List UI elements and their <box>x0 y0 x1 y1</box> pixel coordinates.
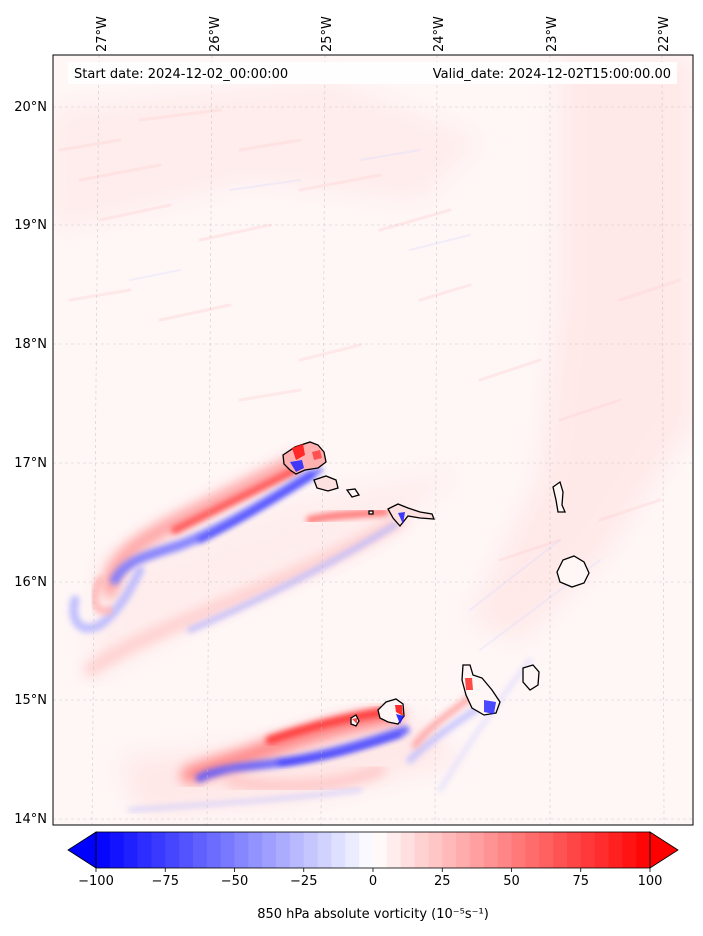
colorbar-segment <box>553 832 568 868</box>
colorbar-segment <box>511 832 526 868</box>
colorbar-segment <box>234 832 249 868</box>
colorbar-segment <box>345 832 360 868</box>
colorbar-segment <box>359 832 374 868</box>
colorbar-tick-label: −25 <box>290 874 317 889</box>
colorbar-segment <box>206 832 222 868</box>
colorbar-segment <box>456 832 471 868</box>
colorbar-tick-label: −100 <box>78 874 114 889</box>
island-santa-luzia <box>345 488 361 498</box>
colorbar-tick-label: 25 <box>434 874 451 889</box>
colorbar-tick-label: 75 <box>572 874 589 889</box>
lon-label-27w: 27°W <box>95 16 110 52</box>
colorbar-segment <box>483 832 499 868</box>
colorbar-tick-label: 50 <box>503 874 520 889</box>
lat-label-14n: 14°N <box>14 812 47 827</box>
lon-label-26w: 26°W <box>208 16 223 52</box>
colorbar-segment <box>317 832 332 868</box>
colorbar-segment <box>622 832 637 868</box>
lat-label-19n: 19°N <box>14 218 47 233</box>
colorbar-tick-label: 100 <box>638 874 663 889</box>
colorbar-segment <box>276 832 291 868</box>
colorbar-segment <box>165 832 180 868</box>
colorbar-segment <box>192 832 208 868</box>
colorbar-segment <box>400 832 415 868</box>
colorbar-segment <box>414 832 429 868</box>
island-sal <box>552 480 566 513</box>
colorbar-segment <box>594 832 609 868</box>
island-raso <box>368 510 374 515</box>
lat-label-15n: 15°N <box>14 693 47 708</box>
colorbar-segment <box>220 832 235 868</box>
colorbar-tick-label: −50 <box>221 874 248 889</box>
island-boa-vista <box>556 555 590 588</box>
colorbar-segment <box>331 832 346 868</box>
colorbar-segment <box>373 832 388 868</box>
coastlines <box>282 441 590 727</box>
island-sao-nicolau <box>387 503 435 528</box>
colorbar-segment <box>262 832 277 868</box>
map-panel: Start date: 2024-12-02_00:00:00 Valid_da… <box>53 55 693 825</box>
colorbar-segment <box>137 832 152 868</box>
colorbar-tick-label: 0 <box>369 874 377 889</box>
colorbar-segment <box>497 832 512 868</box>
lon-label-24w: 24°W <box>432 16 447 52</box>
colorbar: −100 −75 −50 −25 0 25 50 75 100 850 hPa absolute… <box>67 831 679 922</box>
lat-label-16n: 16°N <box>14 575 47 590</box>
lon-label-22w: 22°W <box>657 16 672 52</box>
colorbar-segment <box>289 832 305 868</box>
background-streaks <box>58 108 682 562</box>
colorbar-segment <box>608 832 623 868</box>
colorbar-segment <box>386 832 402 868</box>
colorbar-max-extend <box>649 831 679 869</box>
colorbar-segment <box>580 832 595 868</box>
lat-label-20n: 20°N <box>14 100 47 115</box>
lon-label-25w: 25°W <box>320 16 335 52</box>
lon-label-23w: 23°W <box>545 16 560 52</box>
colorbar-segment <box>428 832 443 868</box>
colorbar-segment <box>442 832 457 868</box>
colorbar-ticks: −100 −75 −50 −25 0 25 50 75 100 <box>78 868 662 889</box>
middle-wake <box>84 508 406 676</box>
latitude-labels: 20°N 19°N 18°N 17°N 16°N 15°N 14°N <box>14 100 47 827</box>
colorbar-min-extend <box>67 831 97 869</box>
gridlines <box>53 55 693 825</box>
valid-date-label: Valid_date: 2024-12-02T15:00:00.00 <box>433 67 671 82</box>
longitude-labels: 27°W 26°W 25°W 24°W 23°W 22°W <box>95 16 672 52</box>
island-sao-vicente <box>313 475 339 492</box>
colorbar-segment <box>151 832 166 868</box>
colorbar-segment <box>179 832 194 868</box>
colorbar-segment <box>566 832 582 868</box>
colorbar-segment <box>539 832 554 868</box>
island-maio <box>522 664 540 691</box>
lat-label-17n: 17°N <box>14 456 47 471</box>
lat-label-18n: 18°N <box>14 337 47 352</box>
colorbar-tick-label: −75 <box>152 874 179 889</box>
upper-wake <box>69 452 323 633</box>
colorbar-segment <box>109 832 125 868</box>
colorbar-segment <box>525 832 540 868</box>
colorbar-segment <box>248 832 263 868</box>
colorbar-segment <box>636 832 651 868</box>
colorbar-segment <box>123 832 138 868</box>
colorbar-segment <box>469 832 485 868</box>
colorbar-label: 850 hPa absolute vorticity (10⁻⁵s⁻¹) <box>257 907 489 922</box>
start-date-label: Start date: 2024-12-02_00:00:00 <box>74 67 288 82</box>
map-frame <box>52 54 694 826</box>
info-box <box>68 62 677 84</box>
colorbar-segment <box>303 832 318 868</box>
colorbar-segments <box>96 832 651 868</box>
colorbar-segment <box>96 832 111 868</box>
